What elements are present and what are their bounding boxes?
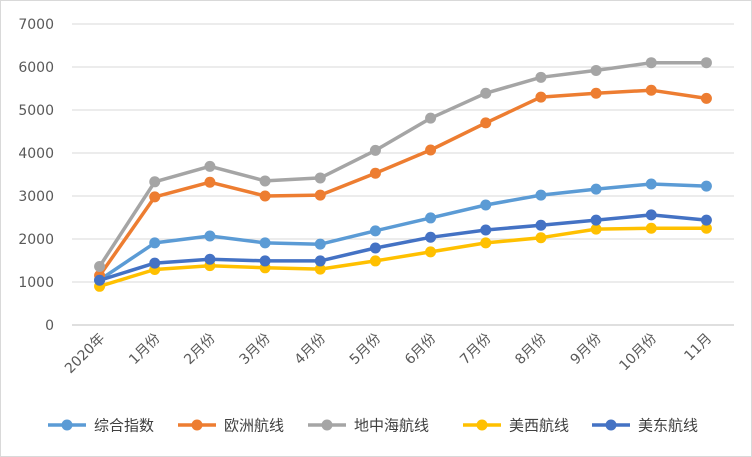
data-point bbox=[700, 222, 712, 234]
data-point bbox=[314, 238, 326, 250]
data-point bbox=[94, 261, 106, 273]
data-point bbox=[204, 160, 216, 172]
data-point bbox=[425, 144, 437, 156]
data-point bbox=[480, 199, 492, 211]
legend-item: 美西航线 bbox=[463, 417, 569, 435]
data-point bbox=[645, 57, 657, 69]
data-point bbox=[535, 189, 547, 201]
y-tick-label: 7000 bbox=[18, 17, 54, 33]
data-point bbox=[700, 92, 712, 104]
data-point bbox=[480, 237, 492, 249]
legend-label: 地中海航线 bbox=[354, 417, 429, 435]
series-5 bbox=[94, 209, 712, 286]
data-point bbox=[590, 64, 602, 76]
data-point bbox=[149, 237, 161, 249]
data-point bbox=[425, 212, 437, 224]
data-point bbox=[259, 175, 271, 187]
legend-label: 欧洲航线 bbox=[224, 417, 284, 435]
data-point bbox=[480, 224, 492, 236]
data-point bbox=[369, 167, 381, 179]
y-tick-label: 2000 bbox=[18, 232, 54, 248]
legend-item: 综合指数 bbox=[48, 417, 154, 435]
data-point bbox=[149, 191, 161, 203]
data-point bbox=[314, 263, 326, 275]
data-point bbox=[149, 176, 161, 188]
legend-swatch-marker bbox=[321, 419, 333, 431]
data-point bbox=[645, 178, 657, 190]
y-tick-label: 6000 bbox=[18, 60, 54, 76]
data-point bbox=[314, 255, 326, 267]
legend-item: 欧洲航线 bbox=[178, 417, 284, 435]
data-point bbox=[700, 214, 712, 226]
data-point bbox=[535, 71, 547, 83]
series-line bbox=[97, 226, 709, 289]
data-point bbox=[480, 87, 492, 99]
series-line bbox=[97, 182, 709, 282]
data-point bbox=[204, 230, 216, 242]
data-point bbox=[590, 183, 602, 195]
data-point bbox=[314, 172, 326, 184]
data-point bbox=[149, 257, 161, 269]
data-point bbox=[425, 112, 437, 124]
data-point bbox=[204, 176, 216, 188]
series-line bbox=[97, 88, 709, 278]
data-point bbox=[314, 189, 326, 201]
data-point bbox=[425, 231, 437, 243]
data-point bbox=[94, 274, 106, 286]
data-point bbox=[259, 190, 271, 202]
legend-swatch-marker bbox=[476, 419, 488, 431]
data-point bbox=[590, 87, 602, 99]
series-4 bbox=[94, 222, 712, 292]
y-tick-label: 1000 bbox=[18, 275, 54, 291]
data-point bbox=[645, 209, 657, 221]
data-point bbox=[369, 242, 381, 254]
series-1 bbox=[94, 178, 712, 286]
data-point bbox=[369, 144, 381, 156]
legend-swatch-marker bbox=[61, 419, 73, 431]
data-point bbox=[369, 225, 381, 237]
data-point bbox=[259, 237, 271, 249]
data-point bbox=[480, 117, 492, 129]
data-point bbox=[535, 91, 547, 103]
data-point bbox=[259, 255, 271, 267]
y-tick-label: 3000 bbox=[18, 189, 54, 205]
series-lines bbox=[94, 57, 712, 292]
data-point bbox=[204, 253, 216, 265]
legend-swatch-marker bbox=[191, 419, 203, 431]
legend: 综合指数 欧洲航线 地中海航线 美西航线 美东航线 bbox=[48, 417, 698, 435]
data-point bbox=[700, 180, 712, 192]
data-point bbox=[590, 223, 602, 235]
data-point bbox=[535, 232, 547, 244]
data-point bbox=[590, 214, 602, 226]
legend-label: 综合指数 bbox=[94, 417, 154, 435]
legend-swatch-marker bbox=[605, 419, 617, 431]
data-point bbox=[425, 246, 437, 258]
y-axis-ticks: 0 1000 2000 3000 4000 5000 6000 7000 bbox=[18, 17, 54, 334]
series-line bbox=[97, 213, 709, 283]
series-line bbox=[97, 60, 709, 269]
y-tick-label: 5000 bbox=[18, 103, 54, 119]
legend-item: 地中海航线 bbox=[308, 417, 429, 435]
y-tick-label: 0 bbox=[45, 318, 54, 334]
data-point bbox=[700, 57, 712, 69]
series-3 bbox=[94, 57, 712, 273]
data-point bbox=[535, 219, 547, 231]
legend-label: 美东航线 bbox=[638, 417, 698, 435]
data-point bbox=[645, 222, 657, 234]
legend-label: 美西航线 bbox=[509, 417, 569, 435]
legend-item: 美东航线 bbox=[592, 417, 698, 435]
y-tick-label: 4000 bbox=[18, 146, 54, 162]
data-point bbox=[369, 255, 381, 267]
data-point bbox=[645, 84, 657, 96]
